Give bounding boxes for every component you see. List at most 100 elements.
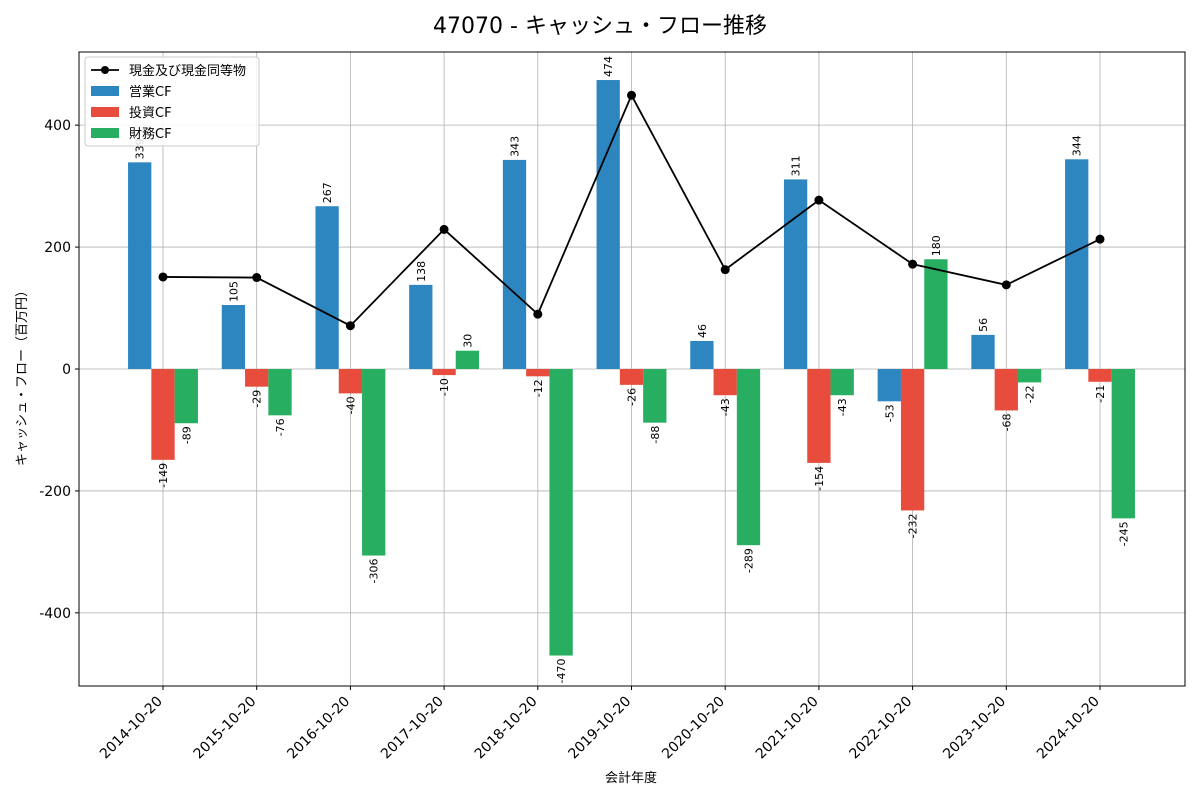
legend-line-marker: [101, 66, 109, 74]
bar-value-label: 56: [977, 318, 990, 332]
legend-label: 現金及び現金同等物: [129, 63, 246, 79]
bar-財務CF-2022-10-20: [924, 259, 948, 369]
bar-投資CF-2018-10-20: [526, 369, 550, 377]
line-point: [252, 273, 262, 283]
x-axis-label: 会計年度: [605, 770, 657, 786]
bar-value-label: -12: [532, 379, 545, 397]
bar-投資CF-2015-10-20: [245, 369, 269, 387]
bar-営業CF-2022-10-20: [877, 369, 901, 402]
line-point: [1095, 234, 1105, 244]
bar-value-label: 30: [461, 334, 474, 348]
bar-財務CF-2017-10-20: [455, 350, 480, 369]
x-tick-label: 2021-10-20: [753, 694, 822, 763]
y-tick-label: -200: [39, 484, 71, 500]
bar-財務CF-2019-10-20: [643, 369, 667, 423]
legend-bar-swatch: [91, 107, 119, 117]
legend-bar-swatch: [91, 86, 119, 96]
bar-営業CF-2023-10-20: [971, 334, 995, 369]
bar-value-label: -89: [180, 426, 193, 444]
x-tick-label: 2018-10-20: [472, 694, 541, 763]
y-tick-label: 0: [62, 362, 71, 378]
bar-value-label: -154: [813, 466, 826, 491]
bar-営業CF-2021-10-20: [783, 179, 808, 369]
line-point: [720, 265, 730, 275]
bar-財務CF-2015-10-20: [268, 369, 292, 416]
x-tick-label: 2014-10-20: [97, 694, 166, 763]
legend-box: [84, 56, 260, 147]
y-tick-label: -400: [39, 606, 71, 622]
bar-営業CF-2016-10-20: [315, 206, 339, 369]
bar-投資CF-2022-10-20: [900, 369, 925, 511]
x-tick-label: 2017-10-20: [378, 694, 447, 763]
x-tick-label: 2016-10-20: [284, 694, 353, 763]
chart-title: 47070 - キャッシュ・フロー推移: [433, 14, 767, 39]
bar-営業CF-2018-10-20: [502, 159, 527, 369]
bar-value-label: 311: [790, 155, 803, 176]
bar-投資CF-2020-10-20: [713, 369, 737, 396]
x-tick-label: 2015-10-20: [191, 694, 260, 763]
legend-bar-swatch: [91, 128, 119, 138]
line-point: [345, 321, 355, 331]
line-point: [908, 259, 918, 269]
line-point: [158, 272, 168, 282]
bar-value-label: -26: [626, 388, 639, 406]
legend-label: 財務CF: [129, 127, 172, 142]
bar-投資CF-2016-10-20: [338, 369, 363, 394]
bar-営業CF-2014-10-20: [128, 162, 152, 369]
bar-財務CF-2020-10-20: [736, 369, 761, 546]
bar-value-label: 138: [415, 261, 428, 282]
bar-value-label: -21: [1094, 385, 1107, 403]
bar-value-label: -10: [438, 378, 451, 396]
line-layer: [158, 90, 1105, 331]
bar-value-label: -470: [555, 659, 568, 684]
legend-label: 営業CF: [129, 84, 172, 100]
bar-value-label: 105: [227, 281, 240, 302]
bar-value-label: -232: [907, 513, 920, 538]
line-point: [1001, 280, 1011, 290]
bar-value-label: -76: [274, 418, 287, 436]
bar-財務CF-2021-10-20: [830, 369, 854, 396]
bar-営業CF-2020-10-20: [690, 340, 714, 369]
bar-value-label: -40: [344, 396, 357, 414]
bar-財務CF-2024-10-20: [1111, 369, 1135, 519]
line-point: [439, 224, 449, 234]
bar-value-label: -149: [157, 463, 170, 488]
bar-営業CF-2015-10-20: [221, 304, 246, 369]
bar-value-label: 46: [696, 324, 709, 338]
bar-財務CF-2016-10-20: [362, 369, 386, 556]
bar-value-label: 180: [930, 235, 943, 256]
bar-value-label: -43: [836, 398, 849, 416]
x-tick-label: 2019-10-20: [565, 694, 634, 763]
bar-財務CF-2014-10-20: [174, 369, 198, 424]
bar-value-label: -245: [1117, 521, 1130, 546]
bar-財務CF-2018-10-20: [549, 369, 573, 656]
bar-value-label: -68: [1000, 413, 1013, 431]
bars-layer: [128, 80, 1135, 656]
bar-営業CF-2024-10-20: [1065, 159, 1089, 369]
bar-投資CF-2024-10-20: [1088, 369, 1112, 382]
x-tick-label: 2022-10-20: [847, 694, 916, 763]
bar-財務CF-2023-10-20: [1017, 369, 1042, 383]
bar-value-label: -88: [649, 426, 662, 444]
bar-投資CF-2017-10-20: [432, 369, 456, 376]
bar-value-label: -29: [251, 390, 264, 408]
bar-value-label: 267: [321, 182, 334, 203]
bar-value-label: -306: [368, 559, 381, 584]
y-tick-label: 400: [44, 118, 71, 134]
bar-value-label: -53: [883, 404, 896, 422]
bar-投資CF-2019-10-20: [619, 369, 644, 385]
line-point: [627, 90, 636, 100]
x-tick-label: 2020-10-20: [659, 694, 728, 763]
bar-投資CF-2023-10-20: [994, 369, 1018, 411]
y-tick-label: 200: [44, 240, 71, 256]
legend-label: 投資CF: [129, 105, 172, 121]
bar-value-label: 344: [1071, 135, 1084, 156]
bar-value-label: -43: [719, 398, 732, 416]
x-tick-label: 2023-10-20: [940, 694, 1009, 763]
y-axis-label: キャッシュ・フロー（百万円）: [15, 284, 30, 466]
bar-営業CF-2019-10-20: [596, 80, 620, 370]
